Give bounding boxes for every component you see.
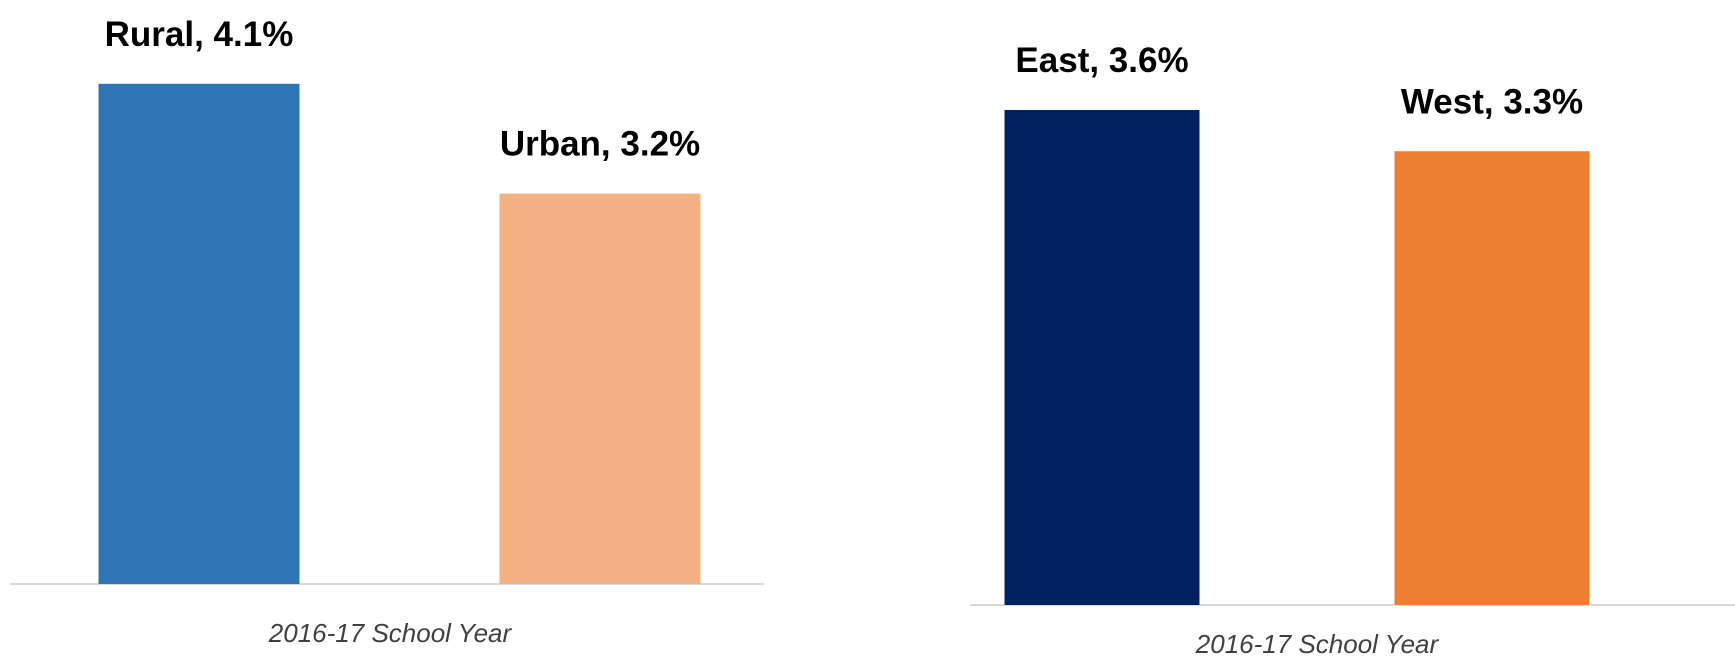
chart-east-west: East, 3.6% West, 3.3% 2016-17 School Year — [970, 41, 1735, 657]
x-axis-title: 2016-17 School Year — [268, 618, 513, 648]
data-label-rural: Rural, 4.1% — [105, 15, 294, 54]
bar-urban — [499, 193, 701, 584]
bar-rural — [98, 83, 300, 585]
data-labels-group: Rural, 4.1% Urban, 3.2% — [105, 15, 701, 164]
bar-west — [1394, 151, 1590, 605]
bar-east — [1004, 110, 1200, 605]
data-label-west: West, 3.3% — [1401, 82, 1583, 121]
data-label-east: East, 3.6% — [1015, 41, 1188, 80]
data-labels-group: East, 3.6% West, 3.3% — [1015, 41, 1583, 121]
bars-group — [98, 83, 701, 585]
bars-group — [1004, 110, 1590, 605]
x-axis-title: 2016-17 School Year — [1195, 629, 1440, 657]
chart-rural-urban: Rural, 4.1% Urban, 3.2% 2016-17 School Ye… — [10, 15, 764, 648]
data-label-urban: Urban, 3.2% — [500, 125, 700, 164]
